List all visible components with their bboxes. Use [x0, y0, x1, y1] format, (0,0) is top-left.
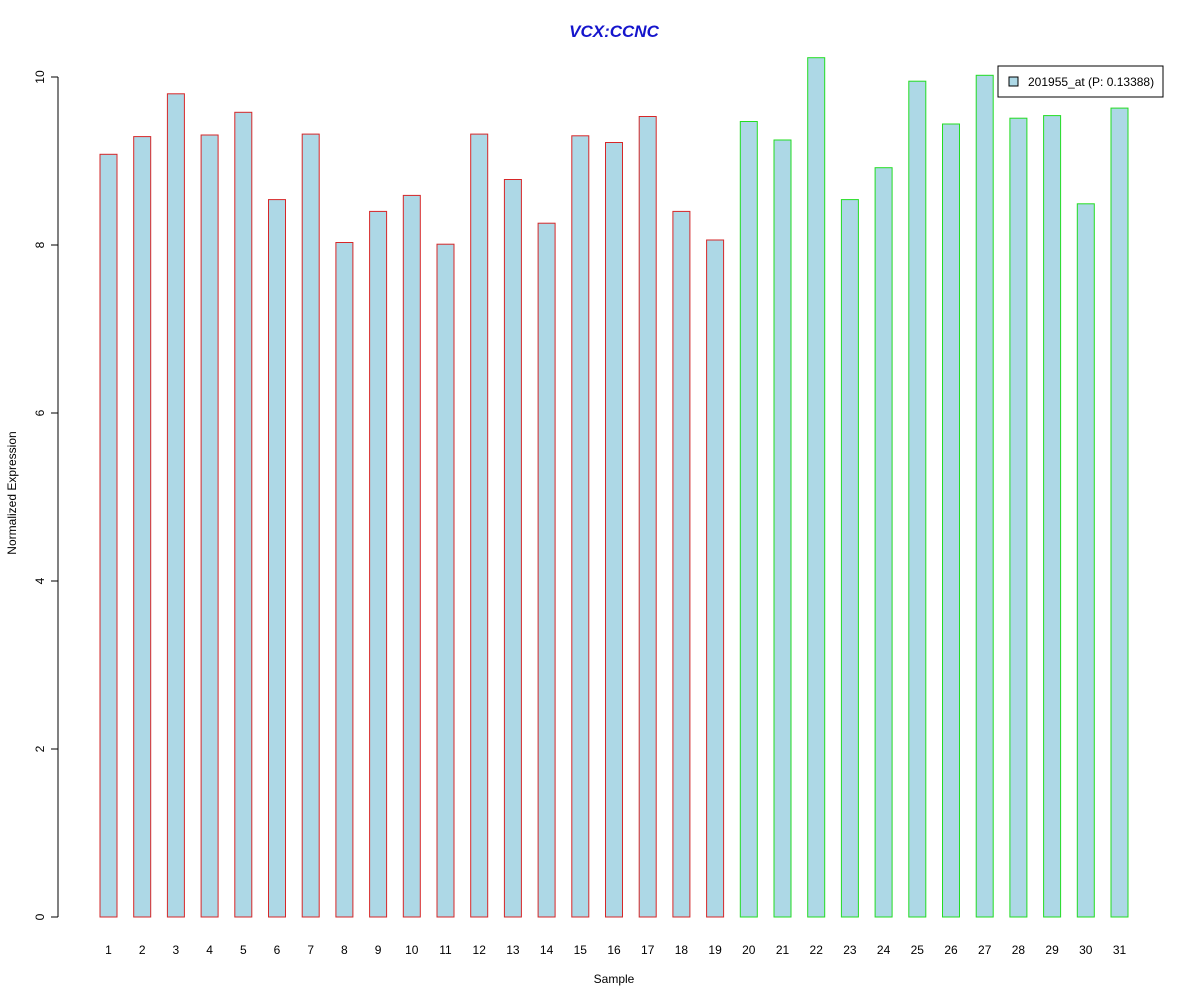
bar-sample-2 [133, 136, 152, 918]
legend-swatch [1008, 76, 1019, 87]
bar-sample-25 [908, 80, 927, 918]
y-tick-label: 2 [33, 745, 47, 752]
bar-sample-18 [672, 210, 691, 918]
bar-sample-13 [503, 179, 522, 918]
bar-sample-29 [1043, 115, 1062, 918]
bar-sample-30 [1076, 203, 1095, 918]
bar-sample-23 [840, 199, 859, 918]
bar-sample-8 [335, 242, 354, 918]
bar-sample-14 [537, 222, 556, 918]
bar-sample-19 [706, 239, 725, 918]
x-tick-label: 28 [1012, 943, 1026, 957]
x-tick-label: 2 [139, 943, 146, 957]
y-axis: 0 2 4 6 8 10 [33, 70, 59, 920]
x-tick-label: 15 [574, 943, 588, 957]
bar-sample-7 [301, 133, 320, 918]
bars-group [99, 57, 1129, 918]
bar-sample-16 [605, 142, 623, 918]
legend-label: 201955_at (P: 0.13388) [1028, 75, 1154, 89]
bar-sample-26 [942, 123, 960, 918]
x-tick-label: 4 [206, 943, 213, 957]
x-tick-label: 24 [877, 943, 891, 957]
x-tick-label: 30 [1079, 943, 1093, 957]
x-axis-label: Sample [594, 972, 635, 986]
x-tick-label: 3 [173, 943, 180, 957]
bar-sample-11 [436, 243, 455, 918]
bar-sample-5 [234, 111, 253, 918]
chart-title: VCX:CCNC [569, 22, 659, 41]
bar-sample-28 [1009, 117, 1028, 918]
y-tick-label: 10 [33, 70, 47, 84]
x-tick-label: 26 [944, 943, 958, 957]
x-tick-label: 29 [1045, 943, 1059, 957]
x-tick-label: 22 [810, 943, 824, 957]
bar-sample-31 [1110, 107, 1129, 918]
x-tick-label: 8 [341, 943, 348, 957]
x-tick-label: 18 [675, 943, 689, 957]
bar-sample-27 [975, 74, 994, 918]
y-tick-label: 4 [33, 577, 47, 584]
x-tick-label: 13 [506, 943, 520, 957]
x-tick-label: 19 [708, 943, 722, 957]
bar-sample-9 [369, 210, 388, 918]
bar-sample-1 [99, 153, 118, 918]
y-tick-label: 6 [33, 409, 47, 416]
legend: 201955_at (P: 0.13388) [997, 65, 1164, 98]
y-tick-label: 8 [33, 241, 47, 248]
x-tick-label: 11 [439, 943, 452, 957]
x-tick-label: 23 [843, 943, 857, 957]
x-tick-label: 31 [1113, 943, 1127, 957]
x-axis: 1 2 3 4 5 6 7 8 9 10 11 12 13 14 15 16 17 18 19 20 21 22 23 24 2… [105, 943, 1126, 957]
x-tick-label: 21 [776, 943, 790, 957]
x-tick-label: 17 [641, 943, 655, 957]
x-tick-label: 14 [540, 943, 554, 957]
x-tick-label: 7 [307, 943, 314, 957]
bar-sample-6 [268, 199, 286, 918]
bar-sample-22 [807, 57, 826, 918]
bar-sample-3 [166, 93, 185, 918]
x-tick-label: 5 [240, 943, 247, 957]
bar-sample-17 [638, 116, 657, 918]
x-tick-label: 16 [607, 943, 621, 957]
bar-sample-20 [739, 121, 758, 918]
x-tick-label: 9 [375, 943, 382, 957]
bar-sample-15 [571, 135, 590, 918]
bar-sample-10 [402, 194, 421, 918]
x-tick-label: 6 [274, 943, 281, 957]
legend-box [997, 65, 1164, 98]
y-tick-label: 0 [33, 913, 47, 920]
bar-sample-12 [470, 133, 489, 918]
x-tick-label: 27 [978, 943, 992, 957]
bar-sample-24 [874, 167, 893, 918]
x-tick-label: 20 [742, 943, 756, 957]
x-tick-label: 10 [405, 943, 419, 957]
bar-sample-4 [200, 134, 219, 918]
x-tick-label: 12 [473, 943, 487, 957]
bar-sample-21 [773, 139, 792, 918]
x-tick-label: 25 [911, 943, 925, 957]
y-axis-label: Normalized Expression [5, 431, 19, 554]
x-tick-label: 1 [105, 943, 112, 957]
